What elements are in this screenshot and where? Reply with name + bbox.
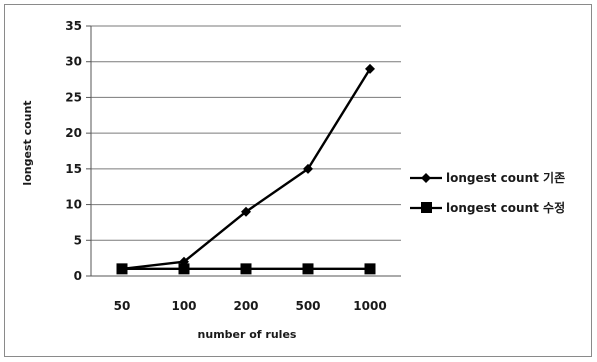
y-tick-labels: 0 5 10 15 20 25 30 35 [65,19,82,283]
y-tick-label: 15 [65,162,82,176]
legend-label-1: longest count 수정 [446,200,565,215]
data-point-square [240,263,252,275]
y-tick-label: 5 [74,233,82,247]
data-point-square [364,263,376,275]
data-point-diamond [241,206,251,217]
chart-frame: 0 5 10 15 20 25 30 35 50 100 200 500 1000 longest c… [4,4,592,357]
y-axis-label: longest count [21,100,34,185]
x-tick-label: 500 [295,299,320,313]
line-chart: 0 5 10 15 20 25 30 35 50 100 200 500 1000 longest c… [21,19,565,341]
y-tick-label: 25 [65,90,82,104]
x-axis-label: number of rules [198,328,297,341]
y-tick-label: 0 [74,269,82,283]
legend-diamond-marker [421,173,431,183]
y-tick-label: 35 [65,19,82,33]
x-tick-label: 1000 [353,299,386,313]
legend-item-1: longest count 수정 [410,200,565,215]
x-tick-label: 50 [114,299,131,313]
x-tick-labels: 50 100 200 500 1000 [114,299,387,313]
data-point-square [302,263,314,275]
axes [86,25,401,277]
data-point-square [116,263,128,275]
legend-item-0: longest count 기존 [410,170,565,185]
legend-label-0: longest count 기존 [446,170,565,185]
data-point-square [178,263,190,275]
grid-lines [91,25,401,241]
legend: longest count 기존 longest count 수정 [410,170,565,215]
data-point-diamond [303,163,313,174]
y-tick-label: 10 [65,198,82,212]
x-tick-label: 200 [233,299,258,313]
legend-square-marker [421,202,432,213]
y-tick-label: 30 [65,55,82,69]
x-tick-label: 100 [171,299,196,313]
y-tick-label: 20 [65,126,82,140]
